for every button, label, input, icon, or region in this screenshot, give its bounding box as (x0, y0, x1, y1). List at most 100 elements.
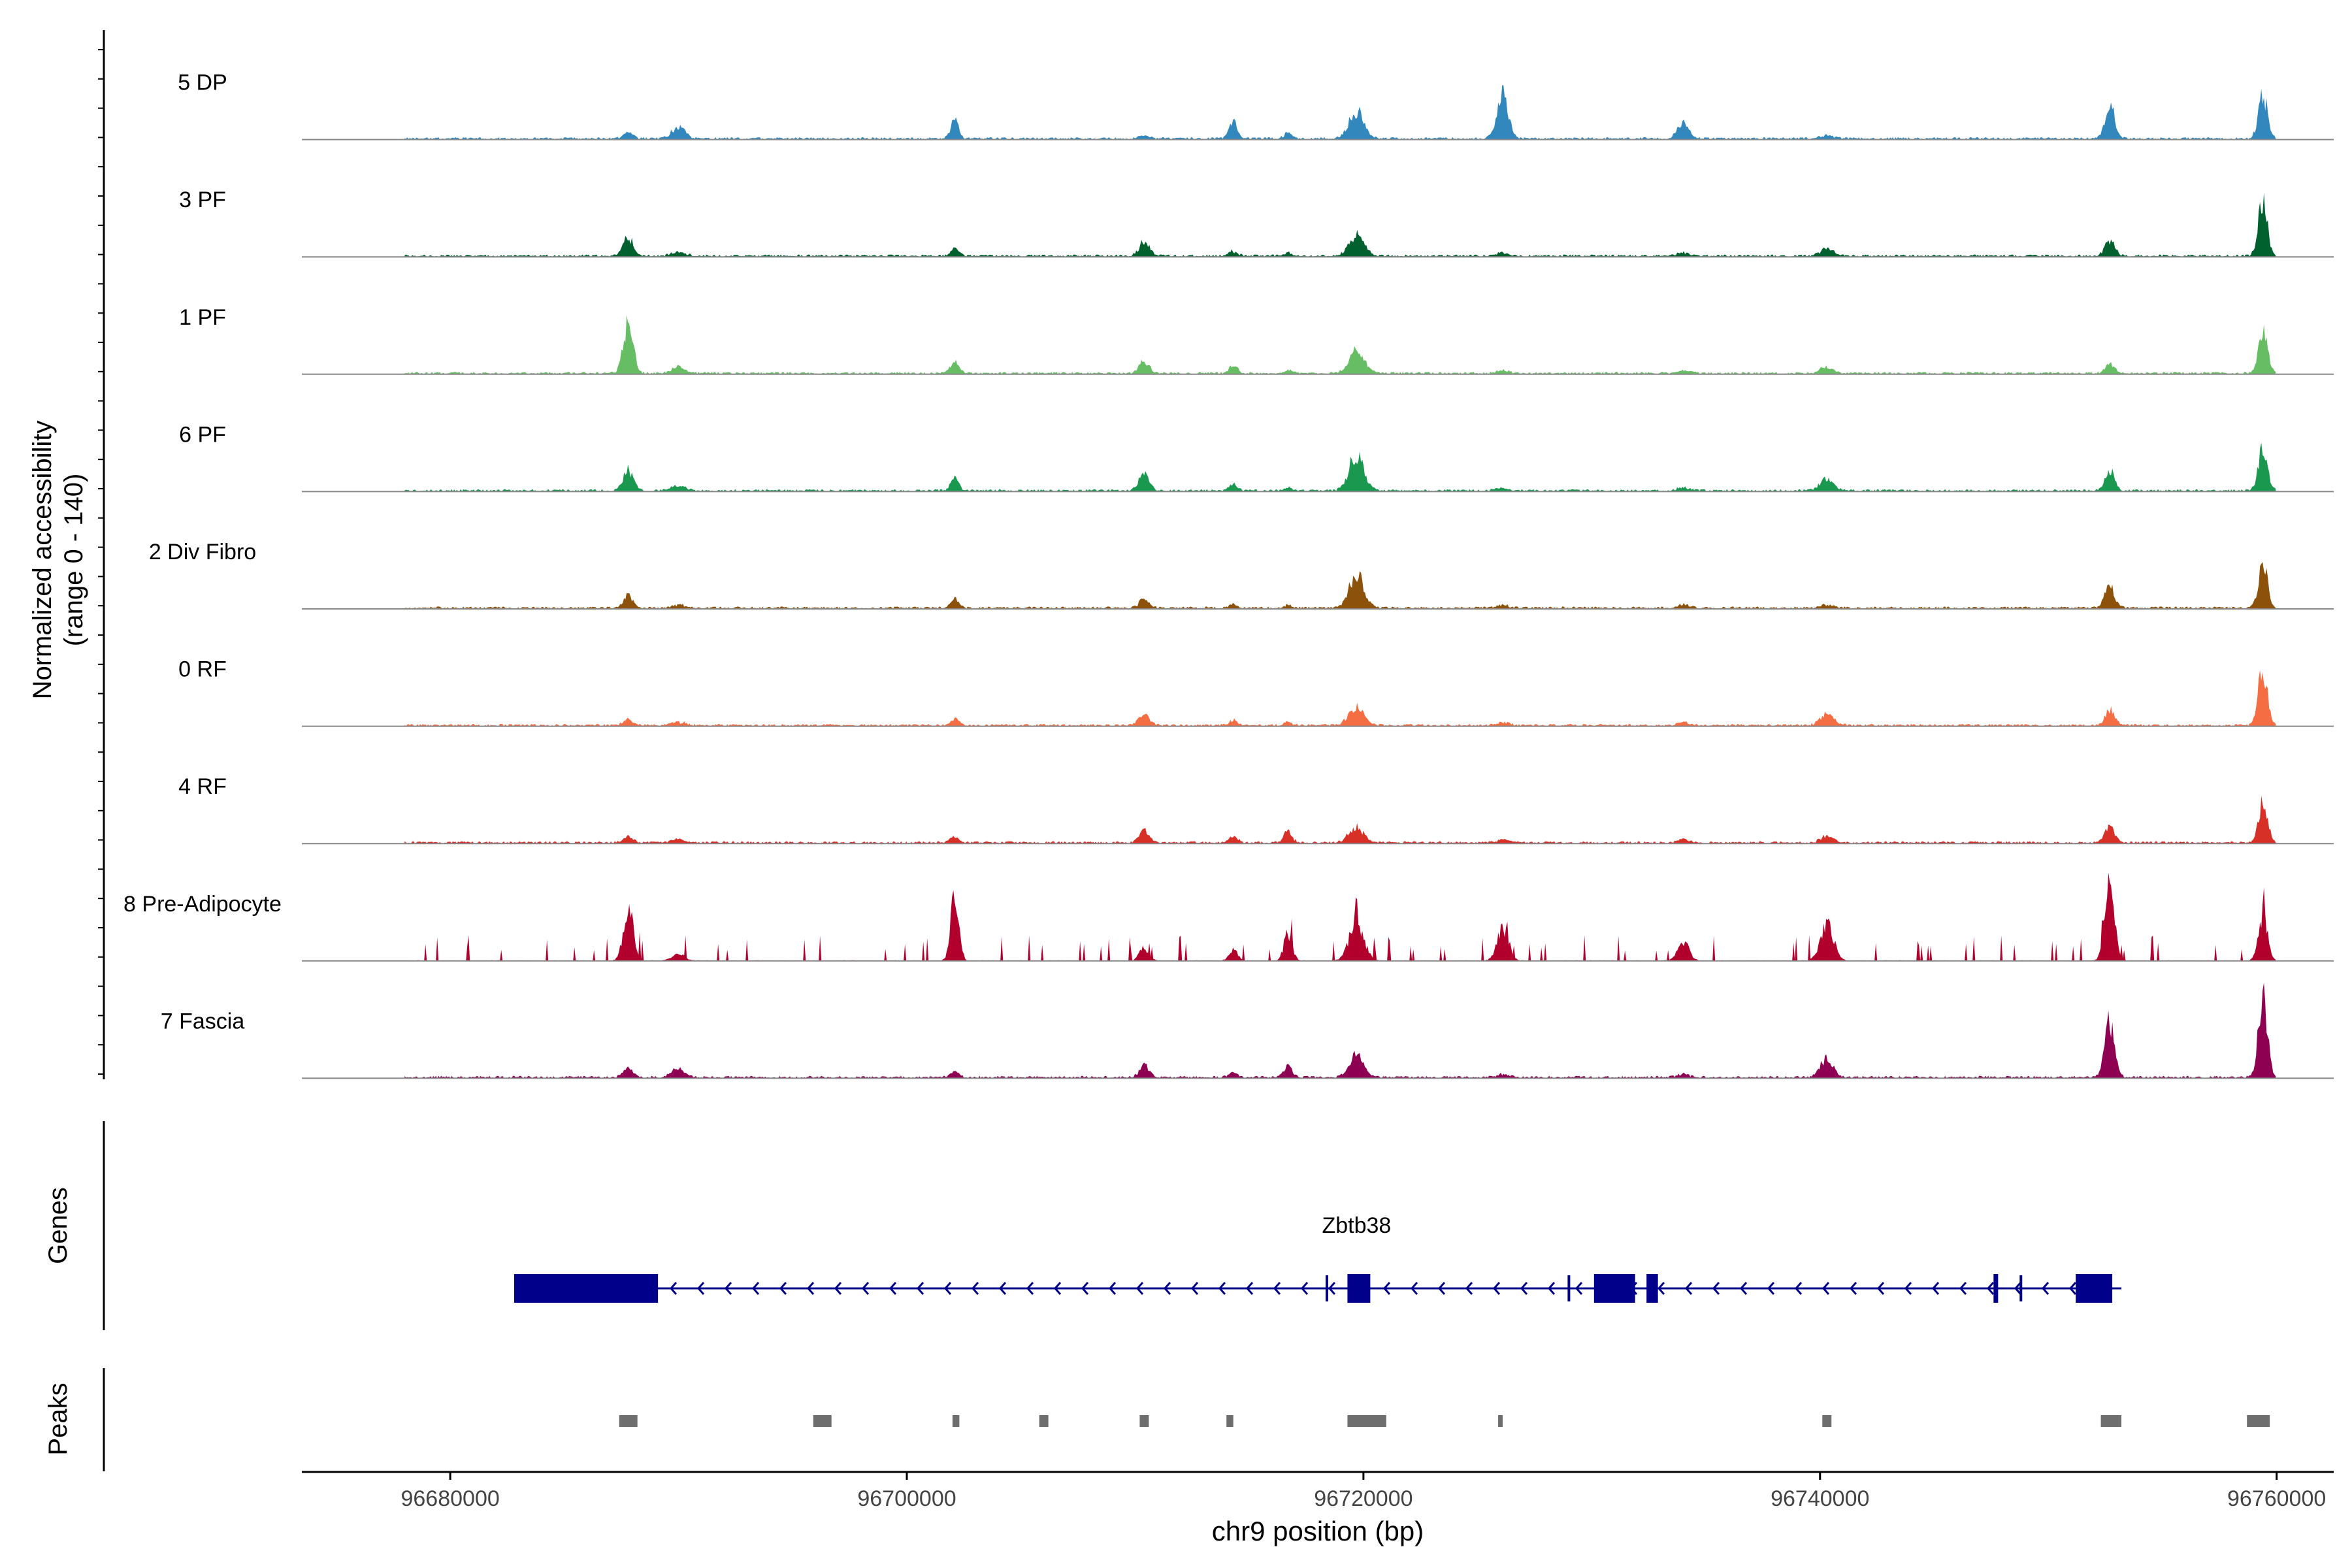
strand-arrow (669, 1282, 678, 1295)
strand-arrow (2014, 1282, 2022, 1295)
coverage-area (404, 562, 2276, 609)
strand-arrow (806, 1282, 815, 1295)
gene-exon (1347, 1274, 1371, 1303)
strand-arrow (971, 1282, 979, 1295)
coverage-area (404, 795, 2276, 844)
strand-arrow (1465, 1282, 1473, 1295)
track-1-pf: 1 PF (179, 305, 2334, 375)
gene-exon (1646, 1274, 1658, 1303)
track-label: 7 Fascia (161, 1009, 245, 1034)
coverage-area (404, 442, 2276, 492)
strand-arrow (1300, 1282, 1309, 1295)
y-axis-label-line2: (range 0 - 140) (59, 474, 88, 647)
strand-arrow (1108, 1282, 1117, 1295)
strand-arrow (696, 1282, 705, 1295)
peak-region (813, 1415, 832, 1427)
track-6-pf: 6 PF (179, 422, 2334, 493)
peaks-track-label: Peaks (44, 1382, 73, 1455)
gene-zbtb38: Zbtb38 (514, 1213, 2122, 1303)
coverage-area (404, 315, 2276, 374)
strand-arrow (1273, 1282, 1281, 1295)
peak-region (1498, 1415, 1503, 1427)
gene-exon (1593, 1274, 1635, 1303)
strand-arrow (1794, 1282, 1803, 1295)
strand-arrow (1547, 1282, 1556, 1295)
gene-exon (2019, 1275, 2023, 1301)
strand-arrow (1931, 1282, 1940, 1295)
peak-region (2247, 1415, 2270, 1427)
strand-arrow (1026, 1282, 1034, 1295)
strand-arrow (1163, 1282, 1171, 1295)
gene-track: Zbtb38 (514, 1213, 2122, 1303)
track-label: 1 PF (179, 305, 226, 330)
x-tick-label: 96720000 (1314, 1486, 1413, 1511)
track-2-div-fibro: 2 Div Fibro (149, 540, 2334, 610)
strand-arrow (1437, 1282, 1446, 1295)
gene-exon (1325, 1275, 1328, 1301)
genes-track-label: Genes (44, 1187, 73, 1264)
track-label: 2 Div Fibro (149, 540, 256, 564)
coverage-tracks: 5 DP 3 PF 1 PF 6 PF 2 Div Fibro 0 RF 4 RF 8 Pre… (123, 71, 2334, 1079)
y-axis-label-line1: Normalized accessibility (28, 421, 57, 700)
strand-arrow (2041, 1282, 2050, 1295)
strand-arrow (916, 1282, 924, 1295)
track-label: 5 DP (178, 71, 227, 95)
peak-region (1347, 1415, 1386, 1427)
strand-arrow (1767, 1282, 1775, 1295)
strand-arrow (1135, 1282, 1144, 1295)
track-label: 4 RF (178, 774, 227, 799)
x-axis-label: chr9 position (bp) (1212, 1516, 1424, 1546)
strand-arrow (751, 1282, 760, 1295)
peak-region (1822, 1415, 1832, 1427)
strand-arrow (1053, 1282, 1062, 1295)
strand-arrow (2068, 1282, 2077, 1295)
coverage-area (404, 670, 2276, 727)
strand-arrow (1190, 1282, 1199, 1295)
gene-exon (514, 1274, 659, 1303)
strand-arrow (1959, 1282, 1967, 1295)
x-tick-label: 96760000 (2227, 1486, 2326, 1511)
peak-region (952, 1415, 960, 1427)
strand-arrow (779, 1282, 787, 1295)
x-tick-label: 96700000 (857, 1486, 956, 1511)
strand-arrow (1904, 1282, 1912, 1295)
strand-arrow (1739, 1282, 1748, 1295)
strand-arrow (998, 1282, 1007, 1295)
strand-arrow (1684, 1282, 1693, 1295)
gene-name-label: Zbtb38 (1322, 1213, 1391, 1238)
strand-arrow (1218, 1282, 1226, 1295)
track-7-fascia: 7 Fascia (161, 983, 2334, 1079)
peak-region (619, 1415, 638, 1427)
strand-arrow (724, 1282, 732, 1295)
coverage-area (404, 193, 2276, 257)
peak-region (1039, 1415, 1049, 1427)
strand-arrow (1328, 1282, 1336, 1295)
track-0-rf: 0 RF (178, 657, 2334, 727)
strand-arrow (1520, 1282, 1528, 1295)
gene-exon (1567, 1275, 1571, 1301)
strand-arrow (861, 1282, 870, 1295)
strand-arrow (1575, 1282, 1583, 1295)
x-axis: 96680000 96700000 96720000 96740000 96760000 (302, 1471, 2334, 1511)
strand-arrow (1382, 1282, 1391, 1295)
strand-arrow (1876, 1282, 1885, 1295)
coverage-area (404, 983, 2276, 1079)
track-5-dp: 5 DP (178, 71, 2334, 140)
strand-arrow (943, 1282, 952, 1295)
track-4-rf: 4 RF (178, 774, 2334, 845)
strand-arrow (1712, 1282, 1720, 1295)
strand-arrow (1657, 1282, 1665, 1295)
coverage-area (404, 872, 2276, 961)
gene-exon (1993, 1274, 1999, 1303)
peak-region (1139, 1415, 1149, 1427)
track-label: 3 PF (179, 188, 226, 212)
track-label: 6 PF (179, 422, 226, 447)
y-axis-ticks (98, 49, 104, 1075)
x-tick-label: 96680000 (400, 1486, 499, 1511)
strand-arrow (1849, 1282, 1857, 1295)
strand-arrow (1492, 1282, 1501, 1295)
track-label: 8 Pre-Adipocyte (123, 892, 282, 917)
coverage-area (404, 85, 2276, 140)
track-label: 0 RF (178, 657, 227, 682)
